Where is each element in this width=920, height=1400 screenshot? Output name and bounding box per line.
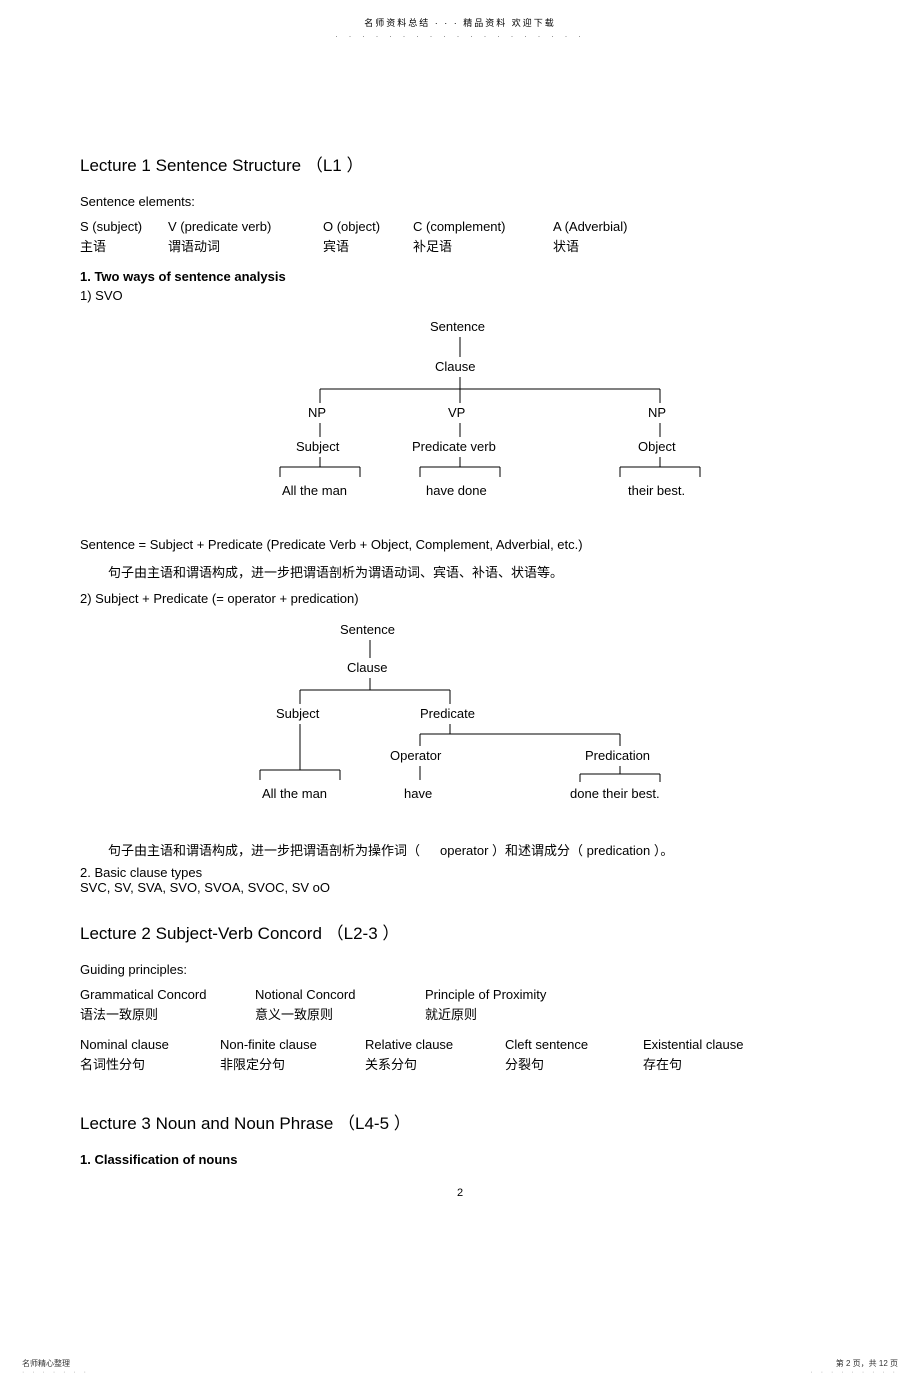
svg-text:Sentence: Sentence — [340, 622, 395, 637]
cell: O (object) — [323, 219, 413, 234]
after-tree1-text: Sentence = Subject + Predicate (Predicat… — [80, 537, 840, 552]
footer-left-dots: · · · · · · · — [22, 1369, 89, 1376]
footer-right-text: 第 2 页，共 12 页 — [810, 1358, 898, 1369]
cell: 名词性分句 — [80, 1054, 220, 1073]
header-text: 名师资料总结 · · · 精品资料 欢迎下载 — [0, 16, 920, 29]
clause-row-en: Nominal clause Non-finite clause Relativ… — [80, 1037, 840, 1052]
lecture3-sec1: 1. Classification of nouns — [80, 1152, 840, 1167]
svg-text:Operator: Operator — [390, 748, 442, 763]
footer-right: 第 2 页，共 12 页 · · · · · · · · · — [810, 1358, 898, 1376]
footer-right-dots: · · · · · · · · · — [810, 1369, 898, 1376]
cell: Cleft sentence — [505, 1037, 643, 1052]
cell: 非限定分句 — [220, 1054, 365, 1073]
cell: Principle of Proximity — [425, 987, 625, 1002]
cell: 就近原则 — [425, 1004, 625, 1023]
cell: Nominal clause — [80, 1037, 220, 1052]
section1-item2: 2) Subject + Predicate (= operator + pre… — [80, 591, 840, 606]
svg-text:Object: Object — [638, 439, 676, 454]
svg-text:their best.: their best. — [628, 483, 685, 498]
cell: 主语 — [80, 236, 168, 255]
page-number: 2 — [80, 1187, 840, 1199]
svg-text:Clause: Clause — [347, 660, 387, 675]
cell: A (Adverbial) — [553, 219, 663, 234]
svg-text:done their best.: done their best. — [570, 786, 660, 801]
svg-text:All the man: All the man — [262, 786, 327, 801]
footer-left-text: 名师精心整理 — [22, 1358, 89, 1369]
svg-text:Sentence: Sentence — [430, 319, 485, 334]
tree2: Sentence Clause Subject Predicate Operat… — [80, 620, 840, 830]
page-content: Lecture 1 Sentence Structure （L1 ） Sente… — [0, 41, 920, 1199]
lecture3-title: Lecture 3 Noun and Noun Phrase （L4-5 ） — [80, 1109, 840, 1134]
svg-text:have: have — [404, 786, 432, 801]
svg-text:Predicate: Predicate — [420, 706, 475, 721]
cell: Existential clause — [643, 1037, 783, 1052]
sentence-elements-label: Sentence elements: — [80, 194, 840, 209]
guide-row-en: Grammatical Concord Notional Concord Pri… — [80, 987, 840, 1002]
svg-text:NP: NP — [648, 405, 666, 420]
svg-text:Subject: Subject — [276, 706, 320, 721]
elements-row-cn: 主语 谓语动词 宾语 补足语 状语 — [80, 236, 840, 255]
section2b: SVC, SV, SVA, SVO, SVOA, SVOC, SV oO — [80, 880, 840, 895]
cell: 语法一致原则 — [80, 1004, 255, 1023]
cell: Notional Concord — [255, 987, 425, 1002]
clause-row-cn: 名词性分句 非限定分句 关系分句 分裂句 存在句 — [80, 1054, 840, 1073]
cn-line2-a: 句子由主语和谓语构成，进一步把谓语剖析为操作词（ — [108, 840, 420, 859]
tree2-svg: Sentence Clause Subject Predicate Operat… — [150, 620, 770, 830]
cell: 谓语动词 — [168, 236, 323, 255]
tree1-svg: Sentence Clause NP VP NP Subject Predica… — [180, 317, 740, 527]
guiding-label: Guiding principles: — [80, 962, 840, 977]
tree1: Sentence Clause NP VP NP Subject Predica… — [80, 317, 840, 527]
svg-text:Clause: Clause — [435, 359, 475, 374]
svg-text:Subject: Subject — [296, 439, 340, 454]
page-header: 名师资料总结 · · · 精品资料 欢迎下载 · · · · · · · · ·… — [0, 0, 920, 41]
cell: Non-finite clause — [220, 1037, 365, 1052]
cell: 状语 — [553, 236, 663, 255]
section1-heading: 1. Two ways of sentence analysis — [80, 269, 840, 284]
lecture2-title: Lecture 2 Subject-Verb Concord （L2-3 ） — [80, 919, 840, 944]
guide-row-cn: 语法一致原则 意义一致原则 就近原则 — [80, 1004, 840, 1023]
cn-line2-b: operator ）和述谓成分（ predication ）。 — [440, 840, 673, 859]
elements-row-en: S (subject) V (predicate verb) O (object… — [80, 219, 840, 234]
svg-text:NP: NP — [308, 405, 326, 420]
svg-text:Predicate verb: Predicate verb — [412, 439, 496, 454]
cell: S (subject) — [80, 219, 168, 234]
cell: C (complement) — [413, 219, 553, 234]
svg-text:have done: have done — [426, 483, 487, 498]
svg-text:All the man: All the man — [282, 483, 347, 498]
svg-text:Predication: Predication — [585, 748, 650, 763]
cell: 关系分句 — [365, 1054, 505, 1073]
cell: 宾语 — [323, 236, 413, 255]
cell: 补足语 — [413, 236, 553, 255]
lecture1-title: Lecture 1 Sentence Structure （L1 ） — [80, 151, 840, 176]
cell: Grammatical Concord — [80, 987, 255, 1002]
header-dots: · · · · · · · · · · · · · · · · · · · — [0, 31, 920, 41]
cell: 意义一致原则 — [255, 1004, 425, 1023]
cell: 存在句 — [643, 1054, 783, 1073]
cell: 分裂句 — [505, 1054, 643, 1073]
cell: Relative clause — [365, 1037, 505, 1052]
section1-item1: 1) SVO — [80, 288, 840, 303]
section2a: 2. Basic clause types — [80, 865, 840, 880]
cell: V (predicate verb) — [168, 219, 323, 234]
cn-line2: 句子由主语和谓语构成，进一步把谓语剖析为操作词（ operator ）和述谓成分… — [80, 840, 840, 859]
svg-text:VP: VP — [448, 405, 465, 420]
cn-line1: 句子由主语和谓语构成，进一步把谓语剖析为谓语动词、宾语、补语、状语等。 — [108, 562, 840, 581]
footer-left: 名师精心整理 · · · · · · · — [22, 1358, 89, 1376]
